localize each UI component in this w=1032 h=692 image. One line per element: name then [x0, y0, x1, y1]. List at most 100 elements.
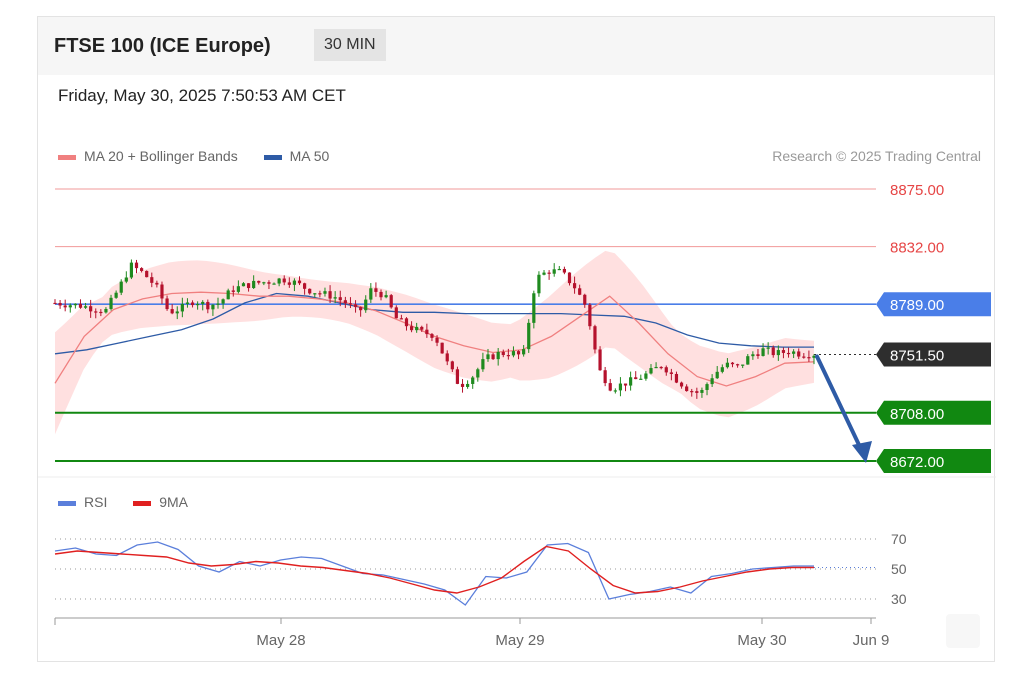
candle-body — [389, 295, 393, 308]
candle-body — [761, 348, 765, 356]
candles — [53, 259, 816, 399]
candle-body — [700, 389, 704, 393]
candle-body — [629, 377, 633, 386]
candle-body — [328, 291, 332, 299]
candle-body — [659, 366, 663, 369]
candle-body — [308, 288, 312, 294]
candle-body — [404, 318, 409, 327]
candle-body — [695, 391, 699, 393]
candle-body — [89, 306, 93, 312]
legend-item-ma20: MA 20 + Bollinger Bands — [58, 148, 238, 164]
candle-body — [420, 326, 424, 330]
candle-body — [170, 309, 174, 314]
candle-body — [516, 351, 521, 355]
candle-body — [725, 362, 730, 368]
candle-body — [252, 280, 256, 289]
candle-body — [165, 298, 169, 310]
candle-body — [114, 292, 118, 298]
x-tick-label: May 28 — [256, 632, 305, 649]
candle-body — [532, 293, 536, 323]
candle-body — [277, 278, 281, 284]
rsi-tick-70: 70 — [891, 531, 907, 547]
candle-body — [216, 303, 220, 305]
x-tick-label: May 30 — [737, 632, 786, 649]
candle-body — [802, 356, 806, 358]
research-credit: Research © 2025 Trading Central — [772, 148, 981, 164]
candle-body — [303, 283, 307, 289]
candle-body — [613, 390, 617, 392]
candle-body — [287, 282, 291, 285]
candle-body — [776, 350, 780, 356]
legend-item-9ma: 9MA — [133, 494, 188, 510]
candle-body — [751, 354, 755, 357]
candle-body — [730, 362, 735, 365]
candle-body — [705, 384, 709, 390]
candle-body — [384, 295, 388, 298]
candle-body — [211, 304, 215, 310]
candle-body — [201, 301, 205, 304]
candle-body — [430, 334, 434, 338]
candle-body — [63, 305, 67, 308]
candle-body — [593, 326, 597, 350]
candle-body — [68, 305, 72, 308]
candle-body — [578, 288, 582, 295]
candle-body — [781, 350, 786, 353]
candle-body — [257, 280, 261, 283]
candle-body — [297, 280, 302, 284]
candle-body — [552, 269, 556, 274]
candle-body — [196, 303, 200, 306]
candle-body — [715, 371, 719, 379]
candle-body — [608, 383, 612, 391]
candle-body — [506, 355, 510, 357]
candle-body — [206, 301, 210, 310]
candle-body — [496, 351, 500, 360]
candle-body — [792, 351, 796, 354]
candle-body — [282, 278, 286, 283]
candle-body — [440, 342, 444, 354]
candle-body — [155, 282, 159, 285]
candle-body — [486, 354, 490, 360]
candle-body — [236, 286, 240, 292]
candle-body — [318, 293, 322, 295]
candle-body — [460, 383, 465, 387]
candle-body — [766, 347, 770, 349]
candle-body — [185, 302, 190, 304]
candle-body — [710, 378, 714, 385]
legend-label-9ma: 9MA — [159, 494, 189, 510]
forecast-arrow-head — [852, 441, 872, 463]
candle-body — [364, 299, 368, 311]
candle-body — [445, 353, 449, 362]
candle-body — [231, 290, 235, 292]
candle-body — [369, 288, 373, 300]
candle-body — [797, 351, 801, 357]
candle-body — [226, 290, 230, 300]
candle-body — [139, 268, 144, 271]
settings-button[interactable] — [946, 614, 980, 648]
candle-body — [313, 293, 317, 295]
level-label-8875.00: 8875.00 — [890, 182, 944, 199]
candle-body — [674, 373, 679, 383]
candle-body — [180, 303, 184, 312]
candle-body — [527, 322, 531, 350]
candle-body — [435, 337, 439, 343]
candle-body — [409, 326, 414, 331]
level-tag-8751.50 — [876, 342, 991, 367]
candle-body — [124, 277, 128, 282]
candle-body — [129, 262, 134, 278]
timeframe-badge[interactable]: 30 MIN — [314, 29, 386, 61]
candle-body — [58, 302, 62, 306]
candle-body — [379, 291, 383, 298]
candle-body — [679, 382, 684, 387]
candle-body — [53, 302, 57, 305]
candle-body — [221, 299, 225, 304]
candle-body — [746, 356, 750, 365]
chart-canvas: 8875.00 8832.00 8789.00 8751.50 8708.00 8672.… — [38, 182, 996, 649]
candle-body — [160, 284, 164, 299]
level-tag-8708.00 — [876, 400, 991, 425]
candle-body — [603, 370, 607, 384]
bollinger-band — [55, 250, 814, 435]
ma20-line — [54, 291, 815, 387]
candle-body — [542, 272, 546, 275]
candle-body — [425, 329, 429, 335]
rsi-9ma-line — [54, 545, 814, 594]
